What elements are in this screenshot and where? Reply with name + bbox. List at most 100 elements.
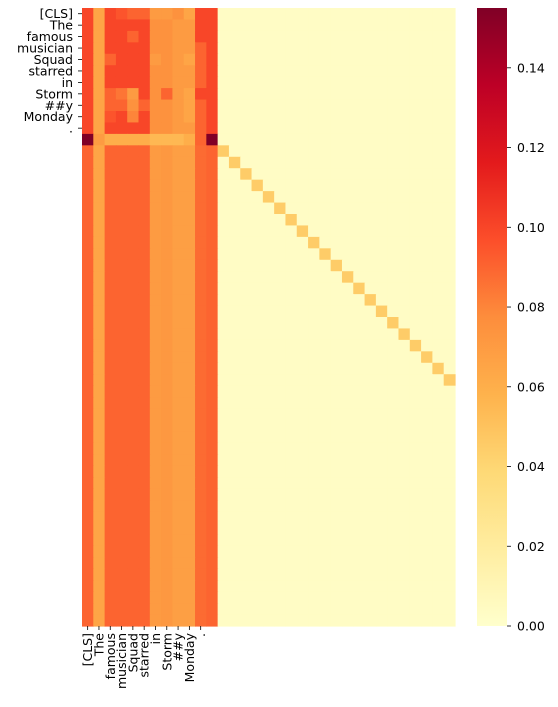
heatmap-cell xyxy=(387,614,400,627)
heatmap-cell xyxy=(262,236,275,249)
heatmap-cell xyxy=(172,282,185,295)
heatmap-cell xyxy=(251,191,264,204)
heatmap-cell xyxy=(353,500,366,513)
heatmap-cell xyxy=(228,545,241,558)
heatmap-cell xyxy=(104,511,117,524)
heatmap-cell xyxy=(330,168,343,181)
heatmap-cell xyxy=(341,511,354,524)
heatmap-cell xyxy=(251,397,264,410)
heatmap-cell xyxy=(308,362,320,375)
heatmap-cell xyxy=(195,511,207,524)
heatmap-cell xyxy=(217,88,230,101)
heatmap-cell xyxy=(319,500,332,513)
heatmap-cell xyxy=(251,65,264,78)
heatmap-cell xyxy=(432,477,445,490)
heatmap-cell xyxy=(127,385,140,398)
heatmap-cell xyxy=(149,465,162,478)
heatmap-cell xyxy=(296,454,309,467)
heatmap-cell xyxy=(206,454,219,467)
heatmap-cell xyxy=(217,511,230,524)
heatmap-cell xyxy=(364,328,377,341)
heatmap-cell xyxy=(341,534,354,547)
heatmap-cell xyxy=(228,88,241,101)
heatmap-cell xyxy=(296,511,309,524)
heatmap-cell xyxy=(285,511,298,524)
heatmap-cell xyxy=(353,76,366,89)
heatmap-cell xyxy=(195,603,207,616)
heatmap-cell xyxy=(432,420,445,433)
y-tick-label: starred xyxy=(29,63,73,78)
heatmap-cell xyxy=(104,214,117,227)
heatmap-cell xyxy=(387,511,400,524)
heatmap-cell xyxy=(398,191,411,204)
heatmap-cell xyxy=(308,557,320,570)
heatmap-cell xyxy=(375,568,388,581)
heatmap-cell xyxy=(443,408,456,421)
heatmap-cell xyxy=(217,339,230,352)
heatmap-cell xyxy=(161,591,174,604)
heatmap-cell xyxy=(387,179,400,192)
heatmap-cell xyxy=(172,8,185,21)
heatmap-cell xyxy=(161,317,174,330)
heatmap-cell xyxy=(115,580,128,593)
heatmap-cell xyxy=(251,454,264,467)
colorbar-tick-label: 0.10 xyxy=(517,220,545,235)
heatmap-cell xyxy=(251,580,264,593)
heatmap-cell xyxy=(161,168,174,181)
heatmap-cell xyxy=(93,88,106,101)
heatmap-cell xyxy=(251,179,264,192)
heatmap-cell xyxy=(228,603,241,616)
heatmap-cell xyxy=(149,305,162,318)
heatmap-cell xyxy=(409,191,422,204)
heatmap-cell xyxy=(228,271,241,284)
heatmap-cell xyxy=(432,603,445,616)
heatmap-cell xyxy=(149,568,162,581)
heatmap-cell xyxy=(353,420,366,433)
heatmap-cell xyxy=(375,328,388,341)
heatmap-cell xyxy=(172,454,185,467)
heatmap-cell xyxy=(127,488,140,501)
heatmap-cell xyxy=(319,317,332,330)
y-tick-label: Storm xyxy=(35,86,73,101)
heatmap-cell xyxy=(138,225,151,238)
heatmap-cell xyxy=(443,500,456,513)
heatmap-cell xyxy=(421,168,433,181)
heatmap-cell xyxy=(82,99,94,112)
heatmap-cell xyxy=(274,442,287,455)
heatmap-cell xyxy=(443,30,456,43)
heatmap-cell xyxy=(262,305,275,318)
heatmap-cell xyxy=(127,30,140,43)
heatmap-cell xyxy=(398,568,411,581)
heatmap-cell xyxy=(195,488,207,501)
heatmap-cell xyxy=(183,339,196,352)
heatmap-cell xyxy=(443,603,456,616)
heatmap-cell xyxy=(387,603,400,616)
heatmap-cell xyxy=(285,374,298,387)
heatmap-cell xyxy=(274,534,287,547)
heatmap-cell xyxy=(104,603,117,616)
heatmap-cell xyxy=(330,454,343,467)
heatmap-cell xyxy=(409,214,422,227)
heatmap-cell xyxy=(149,168,162,181)
heatmap-cell xyxy=(82,534,94,547)
heatmap-cell xyxy=(285,454,298,467)
heatmap-cell xyxy=(443,111,456,124)
heatmap-cell xyxy=(93,442,106,455)
heatmap-cell xyxy=(251,511,264,524)
heatmap-cell xyxy=(387,122,400,135)
heatmap-cell xyxy=(228,351,241,364)
heatmap-cell xyxy=(364,397,377,410)
heatmap-cell xyxy=(251,99,264,112)
y-tick-label: Squad xyxy=(34,52,73,67)
heatmap-cell xyxy=(274,362,287,375)
heatmap-cell xyxy=(251,225,264,238)
heatmap-cell xyxy=(127,534,140,547)
heatmap-cell xyxy=(161,534,174,547)
heatmap-cell xyxy=(341,88,354,101)
heatmap-cell xyxy=(353,99,366,112)
heatmap-cell xyxy=(228,179,241,192)
heatmap-cell xyxy=(104,328,117,341)
heatmap-cell xyxy=(183,477,196,490)
heatmap-cell xyxy=(93,214,106,227)
heatmap-cell xyxy=(308,328,320,341)
